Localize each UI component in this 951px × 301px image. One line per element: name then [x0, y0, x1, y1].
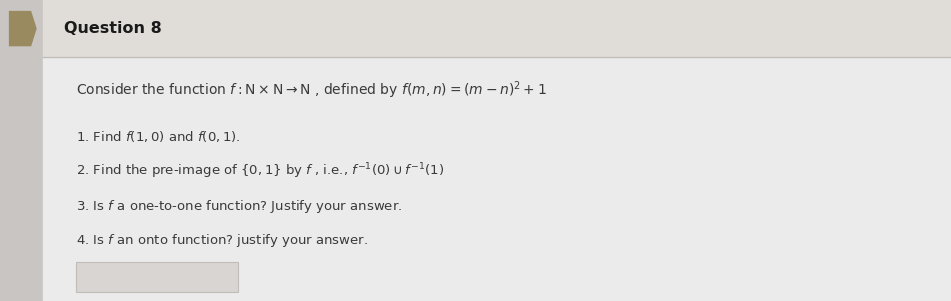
- Text: Question 8: Question 8: [64, 21, 162, 36]
- Bar: [43, 0, 951, 57]
- Bar: [43, 57, 951, 301]
- Bar: [76, 262, 238, 292]
- Text: 4. Is $f$ an onto function? justify your answer.: 4. Is $f$ an onto function? justify your…: [76, 232, 368, 249]
- Text: 2. Find the pre-image of $\{0, 1\}$ by $f$ , i.e., $f^{-1}(0) \cup f^{-1}(1)$: 2. Find the pre-image of $\{0, 1\}$ by $…: [76, 162, 444, 182]
- Text: 1. Find $f(1, 0)$ and $f(0, 1)$.: 1. Find $f(1, 0)$ and $f(0, 1)$.: [76, 129, 241, 144]
- Bar: [0, 0, 43, 301]
- Polygon shape: [9, 11, 37, 46]
- Text: Consider the function $f : \mathrm{N} \times \mathrm{N} \rightarrow \mathrm{N}$ : Consider the function $f : \mathrm{N} \t…: [76, 79, 547, 101]
- Text: 3. Is $f$ a one-to-one function? Justify your answer.: 3. Is $f$ a one-to-one function? Justify…: [76, 198, 402, 215]
